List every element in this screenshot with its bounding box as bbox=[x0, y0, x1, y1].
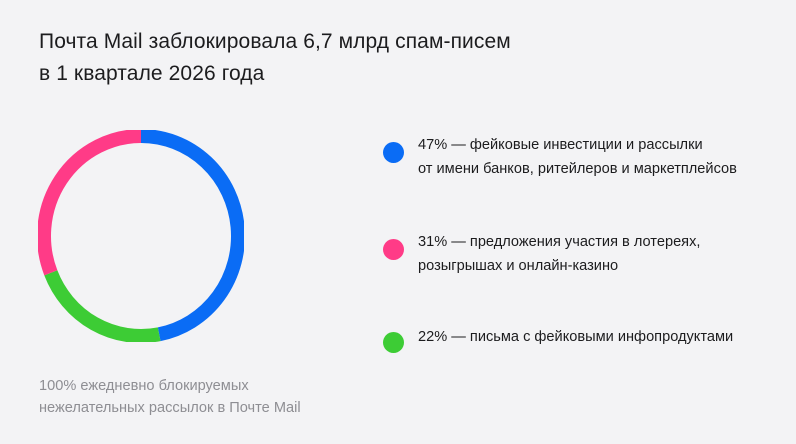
legend-label-line-2: от имени банков, ритейлеров и маркетплей… bbox=[418, 161, 737, 177]
donut-segment-2 bbox=[44, 270, 161, 342]
legend-dot bbox=[383, 332, 404, 353]
donut-segment-3 bbox=[38, 130, 142, 276]
chart-footnote: 100% ежедневно блокируемых нежелательных… bbox=[39, 375, 301, 419]
footnote-line-1: 100% ежедневно блокируемых bbox=[39, 378, 249, 394]
donut-chart bbox=[38, 130, 244, 342]
chart-title: Почта Mail заблокировала 6,7 млрд спам-п… bbox=[39, 26, 639, 90]
legend-dot bbox=[383, 142, 404, 163]
legend-label-line-1: 22% — письма с фейковыми инфопродуктами bbox=[418, 329, 734, 345]
chart-title-line-2: в 1 квартале 2026 года bbox=[39, 62, 265, 85]
legend-item: 47% — фейковые инвестиции и рассылки от и… bbox=[383, 133, 783, 193]
legend-dot bbox=[383, 239, 404, 260]
legend-label: 22% — письма с фейковыми инфопродуктами bbox=[418, 325, 733, 349]
chart-title-line-1: Почта Mail заблокировала 6,7 млрд спам-п… bbox=[39, 30, 511, 53]
legend-item: 22% — письма с фейковыми инфопродуктами bbox=[383, 325, 783, 385]
legend-label: 31% — предложения участия в лотереях, роз… bbox=[418, 230, 700, 278]
legend-item: 31% — предложения участия в лотереях, роз… bbox=[383, 230, 783, 290]
legend-label-line-1: 31% — предложения участия в лотереях, bbox=[418, 234, 701, 250]
legend-label-line-1: 47% — фейковые инвестиции и рассылки bbox=[418, 137, 703, 153]
footnote-line-2: нежелательных рассылок в Почте Mail bbox=[39, 400, 301, 416]
donut-segment-1 bbox=[140, 130, 244, 342]
legend-label-line-2: розыгрышах и онлайн-казино bbox=[418, 258, 619, 274]
legend-label: 47% — фейковые инвестиции и рассылки от и… bbox=[418, 133, 737, 181]
